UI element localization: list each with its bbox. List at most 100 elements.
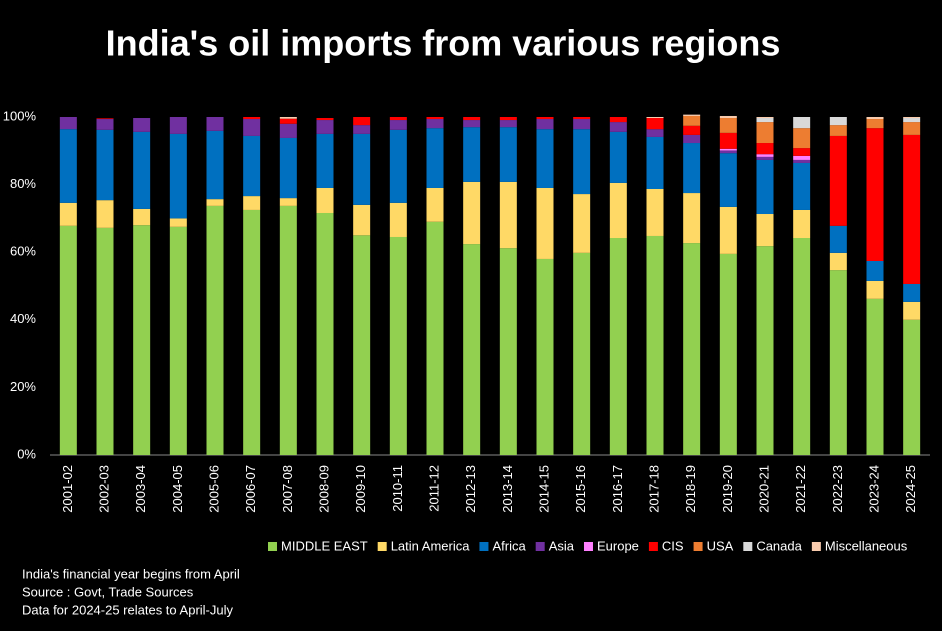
bar-segment: [793, 148, 811, 156]
bar-segment: [793, 155, 811, 160]
bar-segment: [573, 119, 591, 130]
bar-segment: [353, 125, 371, 134]
bar-segment: [279, 198, 297, 206]
bar-segment: [609, 182, 627, 239]
bar-segment: [793, 238, 811, 455]
x-tick-label: 2020-21: [756, 465, 771, 513]
y-tick-label: 0%: [17, 446, 36, 461]
bar-segment: [243, 119, 261, 136]
bar-segment: [646, 118, 664, 130]
bar-segment: [463, 181, 481, 245]
bar-segment: [829, 252, 847, 271]
bar-segment: [756, 118, 774, 123]
bar-segment: [756, 143, 774, 155]
bar-segment: [96, 200, 114, 228]
bar-segment: [389, 117, 407, 121]
bar-segment: [279, 205, 297, 455]
bar-segment: [903, 122, 921, 135]
bar-segment: [316, 118, 334, 121]
bar-segment: [96, 119, 114, 130]
bar-segment: [96, 118, 114, 120]
note: Source : Govt, Trade Sources: [22, 584, 194, 599]
bar-segment: [866, 298, 884, 455]
bar-segment: [756, 156, 774, 160]
y-tick-label: 100%: [3, 108, 37, 123]
legend-label: Canada: [756, 538, 802, 553]
bar-segment: [426, 187, 444, 222]
x-tick-label: 2013-14: [500, 465, 515, 513]
bar-segment: [536, 187, 554, 259]
bar-segment: [756, 214, 774, 247]
bar-segment: [683, 115, 701, 126]
bar-segment: [756, 122, 774, 144]
bar-segment: [389, 129, 407, 203]
bar-segment: [243, 209, 261, 455]
bar-segment: [683, 193, 701, 244]
bar-segment: [389, 202, 407, 237]
chart-title: India's oil imports from various regions: [106, 23, 781, 64]
bar-segment: [719, 153, 737, 207]
legend-swatch: [479, 542, 489, 551]
x-tick-label: 2023-24: [866, 465, 881, 513]
x-tick-label: 2011-12: [426, 465, 441, 512]
bar-segment: [866, 117, 884, 120]
bar-segment: [609, 131, 627, 183]
bar-segment: [463, 117, 481, 121]
bar-segment: [903, 301, 921, 320]
bar-segment: [719, 253, 737, 455]
x-tick-label: 2006-07: [243, 465, 258, 513]
bar-segment: [426, 128, 444, 188]
bar-segment: [59, 202, 77, 226]
x-tick-label: 2021-22: [793, 465, 808, 513]
x-tick-label: 2014-15: [536, 465, 551, 513]
x-tick-label: 2017-18: [646, 465, 661, 513]
bar-segment: [243, 135, 261, 197]
bar-segment: [829, 117, 847, 126]
note: India's financial year begins from April: [22, 566, 240, 581]
bar-segment: [169, 226, 187, 455]
bar-segment: [683, 134, 701, 144]
bar-segment: [903, 117, 921, 119]
x-tick-label: 2015-16: [573, 465, 588, 513]
x-tick-label: 2012-13: [463, 465, 478, 513]
bar-segment: [463, 127, 481, 182]
bar-segment: [903, 118, 921, 123]
x-tick-label: 2024-25: [903, 465, 918, 513]
bar-segment: [426, 117, 444, 120]
bar-segment: [316, 133, 334, 188]
bar-segment: [756, 159, 774, 215]
x-tick-label: 2019-20: [720, 465, 735, 513]
bar-segment: [133, 225, 151, 455]
bar-segment: [59, 117, 77, 130]
bar-segment: [96, 227, 114, 455]
bar-segment: [866, 280, 884, 299]
legend-swatch: [535, 542, 545, 551]
bar-segment: [903, 283, 921, 302]
legend-swatch: [583, 542, 593, 551]
bar-segment: [683, 143, 701, 194]
bar-segment: [499, 117, 517, 121]
bar-segment: [646, 235, 664, 455]
bar-segment: [756, 246, 774, 455]
x-tick-label: 2003-04: [133, 465, 148, 513]
bar-segment: [463, 120, 481, 128]
bar-segment: [573, 117, 591, 120]
bar-segment: [903, 319, 921, 455]
legend-swatch: [811, 542, 821, 551]
legend-swatch: [268, 542, 277, 551]
bar-segment: [59, 129, 77, 203]
bar-segment: [719, 115, 737, 119]
bar-segment: [279, 123, 297, 138]
bar-segment: [829, 135, 847, 226]
legend-label: USA: [707, 538, 734, 553]
bar-segment: [756, 117, 774, 119]
legend-swatch: [743, 542, 753, 551]
bar-segment: [646, 129, 664, 137]
x-tick-label: 2022-23: [830, 465, 845, 513]
x-tick-label: 2002-03: [96, 465, 111, 513]
bar-segment: [169, 133, 187, 219]
x-tick-label: 2010-11: [390, 465, 405, 512]
bar-segment: [573, 252, 591, 455]
x-tick-label: 2005-06: [206, 465, 221, 513]
